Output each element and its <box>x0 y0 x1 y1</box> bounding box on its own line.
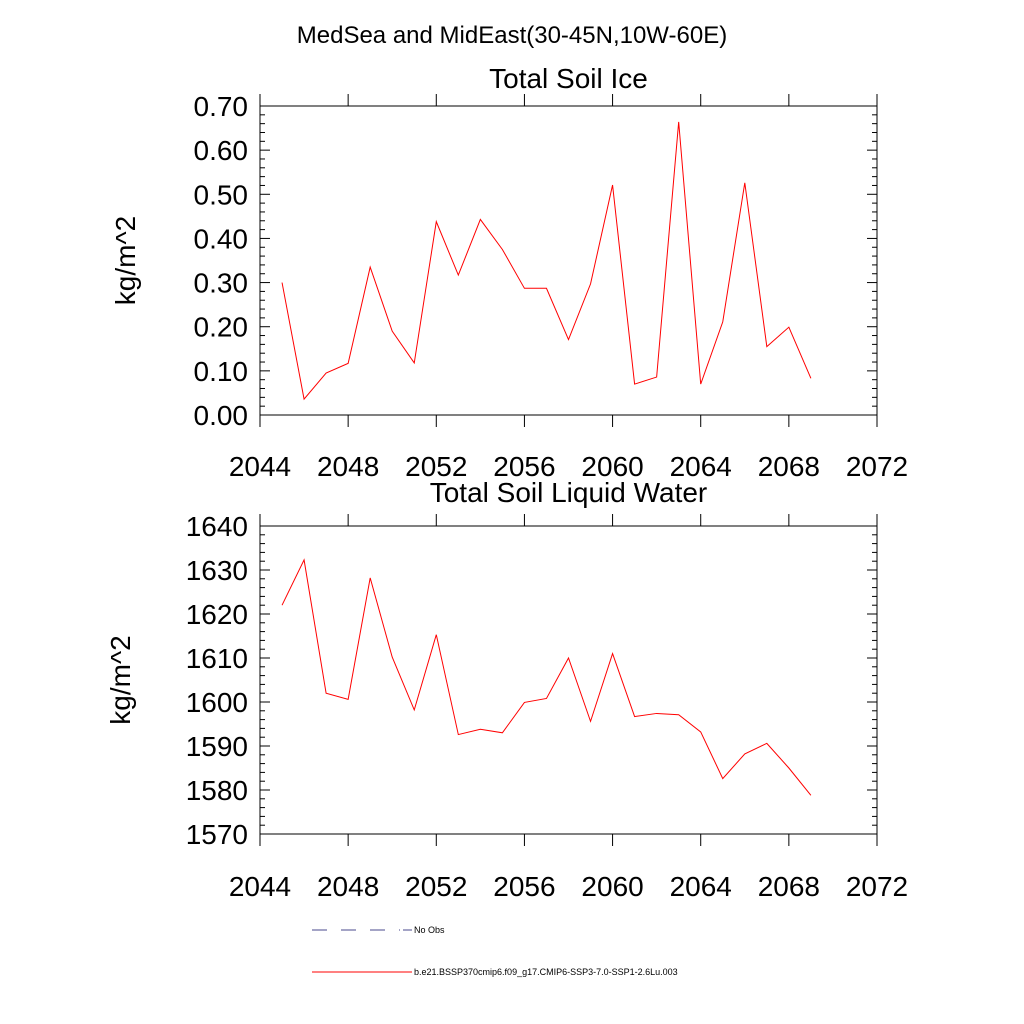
y-tick-label: 1640 <box>186 511 248 542</box>
y-tick-label: 1580 <box>186 775 248 806</box>
series-line <box>281 121 812 401</box>
x-tick-label: 2060 <box>581 451 643 482</box>
x-tick-label: 2060 <box>581 871 643 902</box>
legend: No Obs b.e21.BSSP370cmip6.f09_g17.CMIP6-… <box>312 925 678 977</box>
y-tick-label: 0.50 <box>194 179 249 210</box>
panel-total-soil-liquid-water: Total Soil Liquid Water kg/m^2 1570 1580 159… <box>105 477 908 902</box>
x-tick-label: 2044 <box>229 871 291 902</box>
plot-frame <box>259 105 878 416</box>
figure-title: MedSea and MidEast(30-45N,10W-60E) <box>297 22 727 49</box>
x-tick-label: 2064 <box>670 871 732 902</box>
x-tick-label: 2068 <box>758 871 820 902</box>
x-tick-label: 2064 <box>670 451 732 482</box>
legend-label-model-run: b.e21.BSSP370cmip6.f09_g17.CMIP6-SSP3-7.… <box>414 967 678 977</box>
x-tick-label: 2052 <box>405 451 467 482</box>
y-tick-label: 0.70 <box>194 91 249 122</box>
x-tick-label: 2072 <box>846 871 908 902</box>
y-tick-label: 0.40 <box>194 223 249 254</box>
series-line <box>281 558 812 796</box>
x-tick-label: 2052 <box>405 871 467 902</box>
x-tick-label: 2048 <box>317 451 379 482</box>
y-tick-label: 1630 <box>186 555 248 586</box>
x-tick-label: 2068 <box>758 451 820 482</box>
x-tick-label: 2072 <box>846 451 908 482</box>
y-tick-label: 0.00 <box>194 400 249 431</box>
y-tick-label: 0.60 <box>194 135 249 166</box>
y-axis-label: kg/m^2 <box>105 635 136 724</box>
y-tick-label: 0.30 <box>194 268 249 299</box>
y-tick-label: 1570 <box>186 819 248 850</box>
y-tick-label: 1590 <box>186 731 248 762</box>
y-axis-label: kg/m^2 <box>110 216 141 305</box>
x-tick-label: 2056 <box>493 451 555 482</box>
y-tick-label: 0.10 <box>194 356 249 387</box>
chart-title: Total Soil Ice <box>489 63 648 94</box>
panel-total-soil-ice: Total Soil Ice kg/m^2 0.00 0.10 0.20 0.30 0.40… <box>110 63 908 482</box>
legend-entry-model-run: b.e21.BSSP370cmip6.f09_g17.CMIP6-SSP3-7.… <box>312 967 678 977</box>
plot-frame <box>259 525 878 835</box>
x-tick-label: 2048 <box>317 871 379 902</box>
chart-title: Total Soil Liquid Water <box>430 477 708 508</box>
x-tick-label: 2056 <box>493 871 555 902</box>
y-tick-label: 1610 <box>186 643 248 674</box>
legend-label-no-obs: No Obs <box>414 925 445 935</box>
legend-entry-no-obs: No Obs <box>312 925 445 935</box>
y-tick-label: 1620 <box>186 599 248 630</box>
x-tick-label: 2044 <box>229 451 291 482</box>
y-tick-label: 1600 <box>186 687 248 718</box>
y-tick-label: 0.20 <box>194 312 249 343</box>
